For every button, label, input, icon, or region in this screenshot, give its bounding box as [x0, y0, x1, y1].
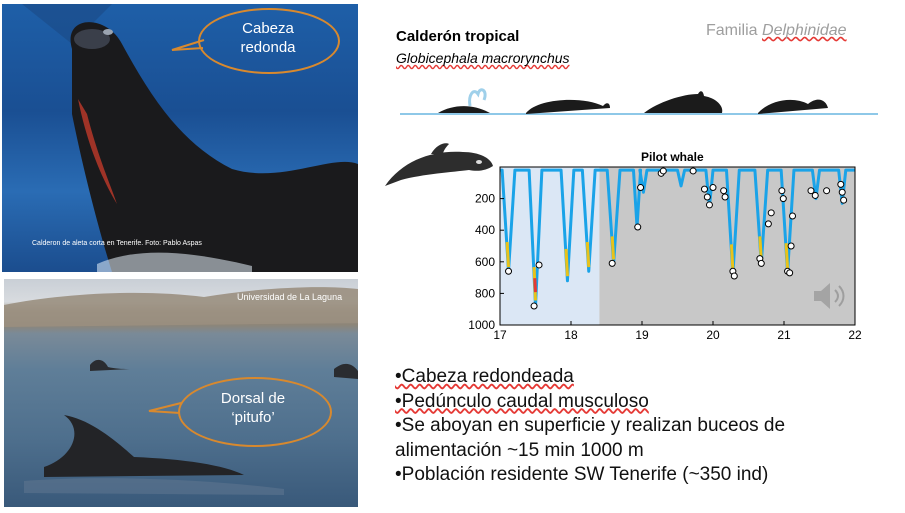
y-tick-label: 1000: [468, 318, 495, 332]
intensity-segment: [729, 244, 735, 271]
intensity-segment: [505, 241, 511, 268]
intensity-segment: [533, 278, 537, 293]
pilot-whale-dorsal-photo: Universidad de La Laguna Dorsal de ‘pitu…: [4, 279, 358, 507]
data-marker: [535, 261, 543, 269]
species-common-name: Calderón tropical: [396, 28, 520, 45]
intensity-segment: [610, 236, 616, 260]
intensity-segment: [784, 243, 790, 269]
data-marker: [700, 185, 708, 193]
data-marker: [786, 269, 794, 277]
y-tick-label: 800: [475, 286, 495, 300]
bullet-item: •Población residente SW Tenerife (~350 i…: [395, 464, 769, 485]
dorsal-fin-illustration: [4, 287, 358, 495]
data-marker: [703, 193, 711, 201]
x-tick-label: 18: [564, 328, 578, 342]
data-marker: [779, 195, 787, 203]
data-marker: [764, 220, 772, 228]
bullet-item: •Se aboyan en superficie y realizan buce…: [395, 415, 786, 436]
data-marker: [767, 209, 775, 217]
blow-icon: [468, 88, 487, 107]
pilot-whale-head-photo: Cabeza redonda Calderon de aleta corta e…: [2, 4, 358, 272]
species-scientific-name: Globicephala macrorynchus: [396, 50, 570, 66]
data-marker: [634, 223, 642, 231]
data-marker: [807, 187, 815, 195]
plot-frame: [499, 166, 856, 326]
bullet-item: •Cabeza redondeada: [395, 366, 574, 387]
data-marker: [823, 187, 831, 195]
x-tick-label: 19: [635, 328, 649, 342]
intensity-segment: [564, 248, 569, 277]
data-marker: [689, 167, 697, 175]
y-tick-label: 400: [475, 223, 495, 237]
data-marker: [637, 184, 645, 192]
data-marker: [505, 267, 513, 275]
data-marker: [705, 201, 713, 209]
data-marker: [778, 187, 786, 195]
x-tick-label: 22: [848, 328, 862, 342]
family-label: Familia Delphinidae: [706, 22, 847, 40]
data-marker: [720, 187, 728, 195]
x-tick-label: 17: [493, 328, 507, 342]
whale-silhouette-icon: [438, 106, 490, 113]
bubble-tail: [171, 39, 205, 51]
data-marker: [757, 259, 765, 267]
family-name: Delphinidae: [762, 22, 847, 39]
y-tick-label: 600: [475, 255, 495, 269]
x-tick-label: 20: [706, 328, 720, 342]
data-marker: [811, 191, 819, 199]
intensity-segment: [585, 241, 591, 268]
data-marker: [530, 302, 538, 310]
bullet-list: •Cabeza redondeada •Pedúnculo caudal mus…: [395, 365, 900, 488]
bullet-item: •Pedúnculo caudal musculoso: [395, 390, 649, 412]
bubble-text-dorsal: Dorsal de ‘pitufo’: [220, 390, 286, 426]
whale-silhouette-icon: [644, 91, 723, 113]
pilot-whale-illustration: [385, 143, 493, 186]
data-marker: [840, 196, 848, 204]
whale-silhouette-icon: [758, 99, 828, 114]
bubble-text-head: Cabeza redonda: [240, 20, 296, 56]
whale-silhouette-icon: [526, 99, 610, 114]
y-tick-label: 200: [475, 192, 495, 206]
data-marker: [787, 242, 795, 250]
data-marker: [730, 272, 738, 280]
data-marker: [659, 167, 667, 175]
family-prefix: Familia: [706, 22, 763, 39]
photo-credit: Calderon de aleta corta en Tenerife. Fot…: [32, 240, 202, 247]
speaker-icon[interactable]: [810, 280, 850, 312]
bubble-tail: [148, 402, 182, 414]
whale-head-illustration: [22, 4, 358, 272]
chart-title: Pilot whale: [641, 150, 704, 164]
bullet-item-continued: alimentación ~15 min 1000 m: [395, 439, 644, 461]
data-marker: [837, 180, 845, 188]
diving-sequence-diagram: [400, 88, 878, 115]
dive-profile-chart: 17 18 19 20 21 22 200 400 600 800 1000: [468, 166, 862, 342]
data-marker: [789, 212, 797, 220]
x-tick-label: 21: [777, 328, 791, 342]
data-marker: [709, 184, 717, 192]
data-marker: [838, 188, 846, 196]
data-marker: [608, 259, 616, 267]
university-credit: Universidad de La Laguna: [237, 292, 343, 302]
data-marker: [721, 193, 729, 201]
